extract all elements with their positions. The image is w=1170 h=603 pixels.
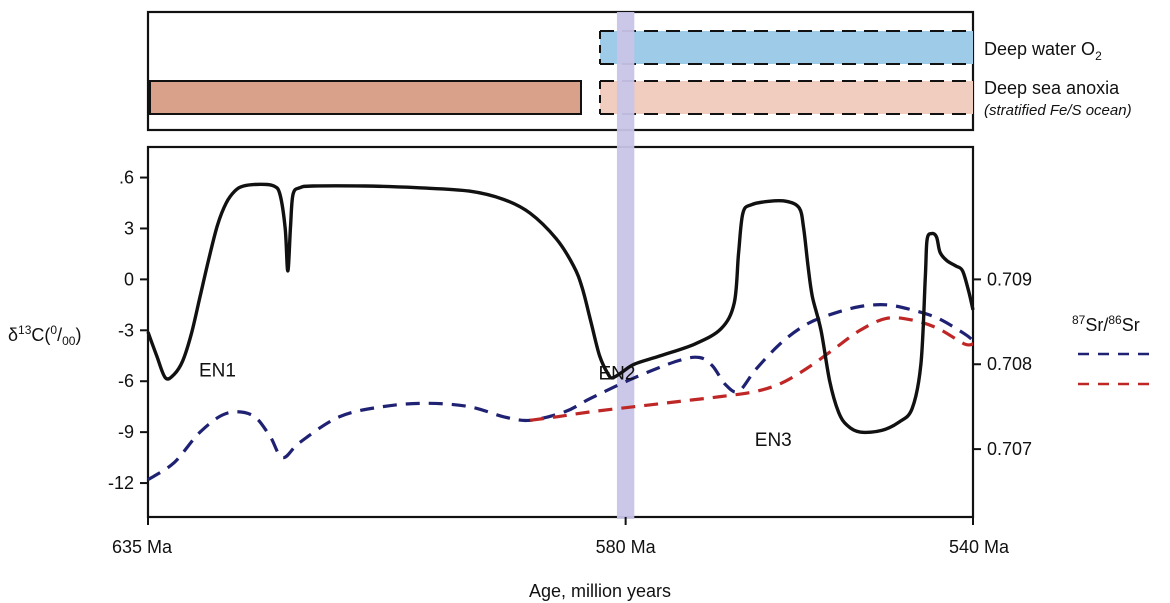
x-tick-label: 540 Ma — [949, 537, 1010, 557]
x-tick-label: 580 Ma — [596, 537, 657, 557]
series-layer — [146, 182, 975, 482]
plot-frame — [146, 145, 975, 519]
early-anoxia-bar-outline — [149, 80, 582, 115]
y-left-tick-label: -9 — [118, 422, 134, 442]
anoxia-note: (stratified Fe/S ocean) — [984, 102, 1132, 119]
oxygenation-panel: Deep water O2 Deep sea anoxia (stratifie… — [146, 10, 1132, 132]
y-right-label: 87Sr/86Sr — [1072, 313, 1140, 335]
y-left-tick-label: .6 — [119, 168, 134, 188]
y-left-label: δ13C(0/00) — [8, 323, 81, 348]
right-axis: 0.709 0.708 0.707 — [973, 269, 1032, 459]
event-label-en1: EN1 — [199, 360, 236, 381]
late-anoxia-bar — [600, 81, 973, 114]
y-right-tick-label: 0.709 — [987, 269, 1032, 289]
d13c-curve — [146, 182, 975, 435]
y-left-tick-label: 0 — [124, 269, 134, 289]
left-axis: .6 3 0 -3 -6 -9 -12 — [108, 168, 148, 493]
event-labels: EN1 EN2 EN3 — [199, 360, 792, 451]
x-tick-label: 635 Ma — [112, 537, 173, 557]
y-left-tick-label: -6 — [118, 371, 134, 391]
top-panel-frame — [146, 10, 975, 132]
event-label-en2: EN2 — [598, 364, 635, 385]
y-right-tick-label: 0.707 — [987, 439, 1032, 459]
marshall-marker-band — [616, 12, 635, 519]
sr-red-curve — [529, 316, 974, 422]
x-axis-label: Age, million years — [529, 581, 671, 601]
x-axis: 635 Ma 580 Ma 540 Ma — [112, 517, 1010, 557]
event-label-en3: EN3 — [755, 430, 792, 451]
y-left-tick-label: 3 — [124, 218, 134, 238]
sr-blue-curve — [147, 303, 975, 482]
y-left-tick-label: -3 — [118, 320, 134, 340]
early-anoxia-bar — [150, 81, 581, 114]
deep-water-o2-bar — [600, 31, 973, 64]
dashed-bar-outlines — [599, 30, 973, 115]
y-left-tick-label: -12 — [108, 473, 134, 493]
deep-water-o2-label: Deep water O2 — [984, 39, 1102, 63]
y-right-tick-label: 0.708 — [987, 354, 1032, 374]
deep-sea-anoxia-label: Deep sea anoxia — [984, 78, 1120, 98]
